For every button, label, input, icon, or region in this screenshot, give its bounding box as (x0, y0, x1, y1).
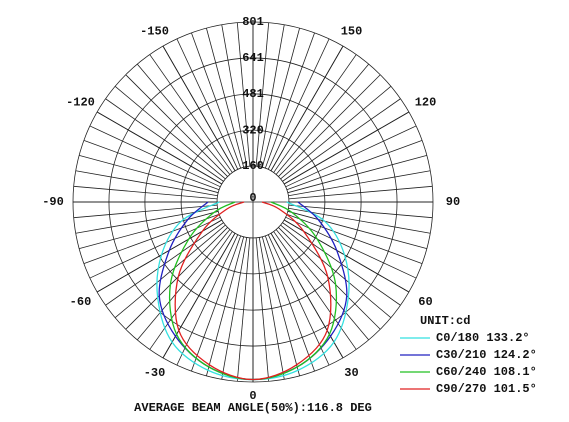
angle-tick-label: -60 (70, 295, 92, 309)
legend-label: C60/240 108.1° (436, 365, 537, 379)
legend-label: C0/180 133.2° (436, 331, 530, 345)
angle-tick-label: -90 (42, 195, 64, 209)
r-origin-label: 0 (249, 191, 256, 205)
ring (144, 93, 362, 311)
angle-tick-label: -150 (140, 25, 169, 39)
legend-label: C30/210 124.2° (436, 348, 537, 362)
legend-label: C90/270 101.5° (436, 382, 537, 396)
angle-tick-label: 30 (344, 366, 358, 380)
unit-label: UNIT:cd (420, 314, 470, 328)
angle-tick-label: 120 (415, 96, 437, 110)
ring (216, 165, 290, 239)
labels: -150 -120 -90 -60 -30 0 30 60 90 120 150 160 320 481 6… (42, 15, 460, 403)
r-tick-label: 641 (242, 51, 264, 65)
r-tick-label: 481 (242, 87, 264, 101)
ring (108, 57, 398, 347)
ring (72, 21, 434, 383)
angle-tick-label: -30 (144, 366, 166, 380)
angle-tick-label: 60 (418, 295, 432, 309)
angle-tick-label: 90 (446, 195, 460, 209)
ring (180, 129, 326, 275)
r-tick-label: 160 (242, 159, 264, 173)
angle-tick-label: 150 (341, 25, 363, 39)
curves (156, 201, 350, 381)
angle-tick-label: -120 (66, 96, 95, 110)
r-tick-label: 801 (242, 15, 264, 29)
angle-tick-label: 0 (249, 389, 256, 403)
intensity-curve (174, 201, 332, 381)
footer: AVERAGE BEAM ANGLE(50%):116.8 DEG (134, 401, 372, 415)
r-tick-label: 320 (242, 123, 264, 137)
